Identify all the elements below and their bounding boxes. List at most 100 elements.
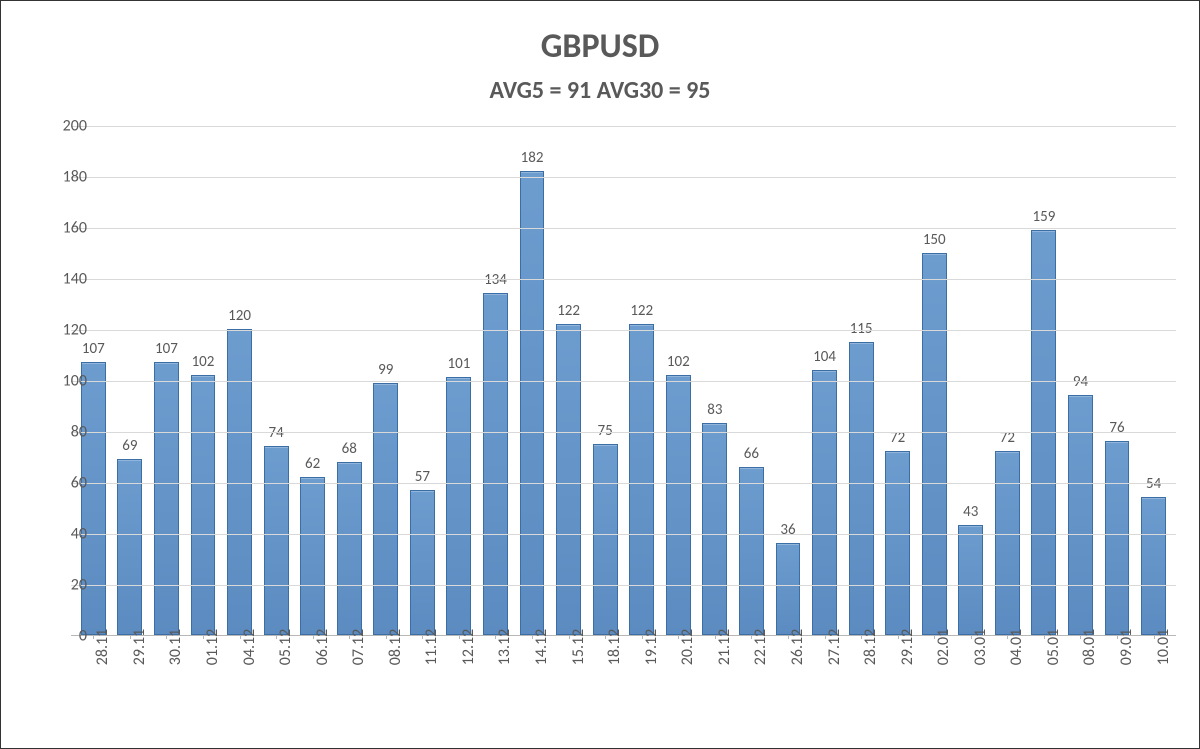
bar-value-label: 104 bbox=[813, 348, 836, 366]
bar bbox=[373, 383, 398, 635]
bar-value-label: 122 bbox=[557, 302, 580, 320]
y-axis-label: 180 bbox=[37, 168, 87, 187]
bar-value-label: 122 bbox=[630, 302, 653, 320]
y-axis-label: 140 bbox=[37, 270, 87, 289]
bar bbox=[629, 324, 654, 635]
x-axis-label: 06.12 bbox=[294, 639, 331, 729]
bar bbox=[520, 171, 545, 635]
x-axis-label: 05.12 bbox=[258, 639, 295, 729]
bar bbox=[227, 329, 252, 635]
chart-frame: GBPUSD AVG5 = 91 AVG30 = 95 107691071021… bbox=[0, 0, 1200, 749]
bar-value-label: 68 bbox=[342, 440, 357, 458]
y-axis-label: 40 bbox=[37, 525, 87, 544]
bar-value-label: 66 bbox=[744, 445, 759, 463]
x-axis-label: 27.12 bbox=[806, 639, 843, 729]
bar-value-label: 120 bbox=[228, 307, 251, 325]
bar-value-label: 150 bbox=[923, 231, 946, 249]
bar bbox=[410, 490, 435, 635]
bar bbox=[1105, 441, 1130, 635]
x-axis-label: 04.12 bbox=[221, 639, 258, 729]
grid-line bbox=[71, 483, 1176, 484]
bar bbox=[446, 377, 471, 635]
bar bbox=[849, 342, 874, 635]
x-axis-label: 03.01 bbox=[953, 639, 990, 729]
x-axis-label: 19.12 bbox=[623, 639, 660, 729]
bar-value-label: 107 bbox=[82, 340, 105, 358]
x-axis-label: 29.12 bbox=[879, 639, 916, 729]
x-axis-label: 08.12 bbox=[368, 639, 405, 729]
y-axis-label: 120 bbox=[37, 321, 87, 340]
bar bbox=[922, 253, 947, 636]
bar-value-label: 99 bbox=[378, 361, 393, 379]
bar bbox=[702, 423, 727, 635]
x-axis-label: 09.01 bbox=[1099, 639, 1136, 729]
bar bbox=[593, 444, 618, 635]
x-axis-label: 20.12 bbox=[660, 639, 697, 729]
bar-value-label: 43 bbox=[963, 503, 978, 521]
y-axis-label: 60 bbox=[37, 474, 87, 493]
bar bbox=[812, 370, 837, 635]
grid-line bbox=[71, 534, 1176, 535]
x-axis-label: 14.12 bbox=[514, 639, 551, 729]
x-axis-label: 12.12 bbox=[441, 639, 478, 729]
grid-line bbox=[71, 585, 1176, 586]
bar-value-label: 182 bbox=[521, 149, 544, 167]
x-axis-label: 02.01 bbox=[916, 639, 953, 729]
x-axis-label: 04.01 bbox=[989, 639, 1026, 729]
bar bbox=[739, 467, 764, 635]
grid-line bbox=[71, 279, 1176, 280]
bar-value-label: 74 bbox=[268, 424, 283, 442]
bar-value-label: 76 bbox=[1109, 419, 1124, 437]
x-axis-label: 26.12 bbox=[770, 639, 807, 729]
x-axis-label: 07.12 bbox=[331, 639, 368, 729]
watermark-text: InstaForex Instant Forex Trading bbox=[57, 704, 152, 736]
bar bbox=[337, 462, 362, 635]
bar-value-label: 54 bbox=[1146, 475, 1161, 493]
globe-swoosh-icon bbox=[19, 705, 49, 735]
x-axis-label: 01.12 bbox=[185, 639, 222, 729]
bar bbox=[958, 525, 983, 635]
bar-value-label: 115 bbox=[850, 320, 873, 338]
bar-value-label: 83 bbox=[707, 401, 722, 419]
x-axis-label: 22.12 bbox=[733, 639, 770, 729]
bar bbox=[666, 375, 691, 635]
chart-subtitle: AVG5 = 91 AVG30 = 95 bbox=[1, 76, 1199, 105]
bar bbox=[1141, 497, 1166, 635]
grid-line bbox=[71, 177, 1176, 178]
watermark-brand: InstaForex bbox=[57, 704, 152, 726]
bar bbox=[776, 543, 801, 635]
y-axis-label: 200 bbox=[37, 117, 87, 136]
bar bbox=[191, 375, 216, 635]
bar-value-label: 101 bbox=[448, 355, 471, 373]
x-axis-label: 11.12 bbox=[404, 639, 441, 729]
grid-line bbox=[71, 432, 1176, 433]
x-axis-label: 10.01 bbox=[1135, 639, 1172, 729]
bar-value-label: 102 bbox=[667, 353, 690, 371]
grid-line bbox=[71, 381, 1176, 382]
x-axis-label: 13.12 bbox=[477, 639, 514, 729]
bar bbox=[995, 451, 1020, 635]
bar-value-label: 134 bbox=[484, 271, 507, 289]
bar bbox=[117, 459, 142, 635]
plot-area: 1076910710212074626899571011341821227512… bbox=[71, 126, 1176, 636]
bar-value-label: 36 bbox=[780, 521, 795, 539]
x-axis-label: 30.11 bbox=[148, 639, 185, 729]
x-axis-label: 28.12 bbox=[843, 639, 880, 729]
bar bbox=[154, 362, 179, 635]
bar-value-label: 107 bbox=[155, 340, 178, 358]
y-axis-label: 160 bbox=[37, 219, 87, 238]
bar-value-label: 69 bbox=[122, 437, 137, 455]
bar-value-label: 159 bbox=[1033, 208, 1056, 226]
bar bbox=[556, 324, 581, 635]
x-axis-labels: 28.1129.1130.1101.1204.1205.1206.1207.12… bbox=[71, 639, 1176, 729]
y-axis-label: 20 bbox=[37, 576, 87, 595]
watermark: InstaForex Instant Forex Trading bbox=[19, 704, 152, 736]
bar bbox=[264, 446, 289, 635]
bar-value-label: 94 bbox=[1073, 373, 1088, 391]
bar-value-label: 102 bbox=[192, 353, 215, 371]
y-axis-label: 0 bbox=[37, 627, 87, 646]
watermark-tagline: Instant Forex Trading bbox=[57, 728, 152, 736]
bar-value-label: 62 bbox=[305, 455, 320, 473]
bar bbox=[483, 293, 508, 635]
bar bbox=[885, 451, 910, 635]
